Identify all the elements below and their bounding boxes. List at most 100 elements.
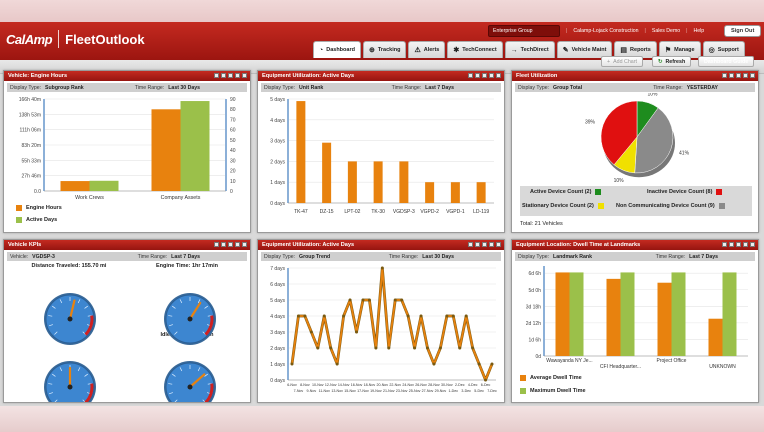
gauge-hub <box>67 384 73 390</box>
dashboard-icon: ◔ <box>319 46 324 54</box>
add-chart-button[interactable]: + Add Chart <box>601 56 643 67</box>
refresh-panel-icon[interactable] <box>235 73 240 78</box>
tab-support[interactable]: ◎ Support <box>702 41 745 58</box>
y-right-tick-label: 70 <box>230 117 236 123</box>
tab-reports[interactable]: ▤ Reports <box>614 41 657 58</box>
gauge-needle <box>188 373 206 389</box>
y-tick-label: 2d 12h <box>526 321 542 327</box>
panel-title: Equipment Location: Dwell Time at Landma… <box>516 242 641 248</box>
refresh-panel-icon[interactable] <box>235 242 240 247</box>
gauge-tick <box>51 373 56 377</box>
refresh-button[interactable]: ↻ Refresh <box>652 56 692 67</box>
settings-icon[interactable] <box>736 242 741 247</box>
settings-icon[interactable] <box>228 73 233 78</box>
y-right-tick-label: 80 <box>230 107 236 113</box>
tab-tracking[interactable]: ⊕ Tracking <box>362 41 407 58</box>
bar-active-days <box>180 101 210 191</box>
print-icon[interactable] <box>729 242 734 247</box>
gauge-tick <box>84 305 89 309</box>
account-link[interactable]: Calamp-Lojack Construction <box>573 28 639 34</box>
print-icon[interactable] <box>221 73 226 78</box>
tab-techdirect[interactable]: → TechDirect <box>504 41 555 58</box>
print-icon[interactable] <box>475 73 480 78</box>
active-days-chart: 0 days 1 days 2 days 3 days 4 days 5 days TK-4… <box>270 97 494 215</box>
bar <box>425 182 435 203</box>
tab-manage[interactable]: ⚑ Manage <box>658 41 701 58</box>
legend-swatch <box>718 203 725 209</box>
print-icon[interactable] <box>729 73 734 78</box>
export-icon[interactable] <box>722 73 727 78</box>
x-tick-label: 13-Nov <box>331 389 343 393</box>
close-icon[interactable] <box>750 73 755 78</box>
close-icon[interactable] <box>496 242 501 247</box>
help-link[interactable]: Help <box>693 28 705 34</box>
trend-point <box>406 314 410 318</box>
refresh-panel-icon[interactable] <box>743 242 748 247</box>
x-tick-label: VGPD-1 <box>446 209 465 215</box>
gauge-tick <box>48 315 53 317</box>
export-icon[interactable] <box>214 242 219 247</box>
y-right-tick-label: 40 <box>230 148 236 154</box>
x-tick-label: Company Assets <box>161 195 201 201</box>
tab-vehicle-maint[interactable]: ✎ Vehicle Maint <box>556 41 613 58</box>
y-left-tick-label: 0.0 <box>34 189 41 195</box>
add-chart-label: Add Chart <box>613 58 637 65</box>
gauge-tick <box>207 315 212 317</box>
x-tick-label: 15-Nov <box>344 389 356 393</box>
settings-icon[interactable] <box>482 242 487 247</box>
refresh-panel-icon[interactable] <box>489 242 494 247</box>
pie-slice <box>634 107 674 174</box>
x-tick-label: 25-Nov <box>409 389 421 393</box>
settings-icon[interactable] <box>482 73 487 78</box>
y-tick-label: 2 days <box>270 346 285 352</box>
x-tick-label: 1-Dec <box>448 389 458 393</box>
trend-point <box>296 314 300 318</box>
trend-point <box>464 314 468 318</box>
export-icon[interactable] <box>468 242 473 247</box>
gauge-tick <box>59 299 63 304</box>
panel-tools <box>722 242 755 247</box>
close-icon[interactable] <box>242 73 247 78</box>
sales-demo-link[interactable]: Sales Demo <box>651 28 681 34</box>
bar-average-dwell <box>657 282 672 356</box>
gauge-tick <box>54 399 58 402</box>
export-icon[interactable] <box>722 242 727 247</box>
tab-label: Dashboard <box>326 47 355 53</box>
settings-icon[interactable] <box>736 73 741 78</box>
x-tick-label: 9-Nov <box>307 389 317 393</box>
print-icon[interactable] <box>221 242 226 247</box>
gauge-tick <box>48 383 53 385</box>
refresh-panel-icon[interactable] <box>743 73 748 78</box>
gauge-tick <box>168 383 173 385</box>
trend-point <box>387 346 391 350</box>
y-tick-label: 2 days <box>270 159 285 165</box>
group-dropdown[interactable]: Enterprise Group <box>488 25 560 37</box>
top-links: Enterprise Group | Calamp-Lojack Constru… <box>488 25 704 37</box>
close-icon[interactable] <box>750 242 755 247</box>
tab-alerts[interactable]: ⚠ Alerts <box>408 41 446 58</box>
gauge-tick <box>171 305 176 309</box>
gauge-redline <box>84 315 94 336</box>
panel-title: Vehicle: Engine Hours <box>8 73 68 79</box>
sign-out-button[interactable]: Sign Out <box>724 25 762 37</box>
panel-info-bar: Display Type: Group Trend Time Range: Last … <box>261 252 501 261</box>
close-icon[interactable] <box>242 242 247 247</box>
y-tick-label: 7 days <box>270 266 285 272</box>
trend-point <box>316 346 320 350</box>
close-icon[interactable] <box>496 73 501 78</box>
print-icon[interactable] <box>475 242 480 247</box>
dashboard-guide-button[interactable]: Dashboard Guide <box>698 56 755 67</box>
gauge-needle <box>188 301 202 321</box>
gauge-tick <box>174 399 178 402</box>
bar <box>373 161 383 203</box>
settings-icon[interactable] <box>228 242 233 247</box>
tab-dashboard[interactable]: ◔ Dashboard <box>313 41 361 58</box>
tab-techconnect[interactable]: ✱ TechConnect <box>447 41 503 58</box>
refresh-icon: ↻ <box>658 58 663 65</box>
export-icon[interactable] <box>214 73 219 78</box>
x-tick-label: 12-Nov <box>325 383 337 387</box>
export-icon[interactable] <box>468 73 473 78</box>
refresh-panel-icon[interactable] <box>489 73 494 78</box>
x-tick-label: Wawayanda NY Je... <box>546 358 592 364</box>
pie-label: 41% <box>679 151 690 157</box>
